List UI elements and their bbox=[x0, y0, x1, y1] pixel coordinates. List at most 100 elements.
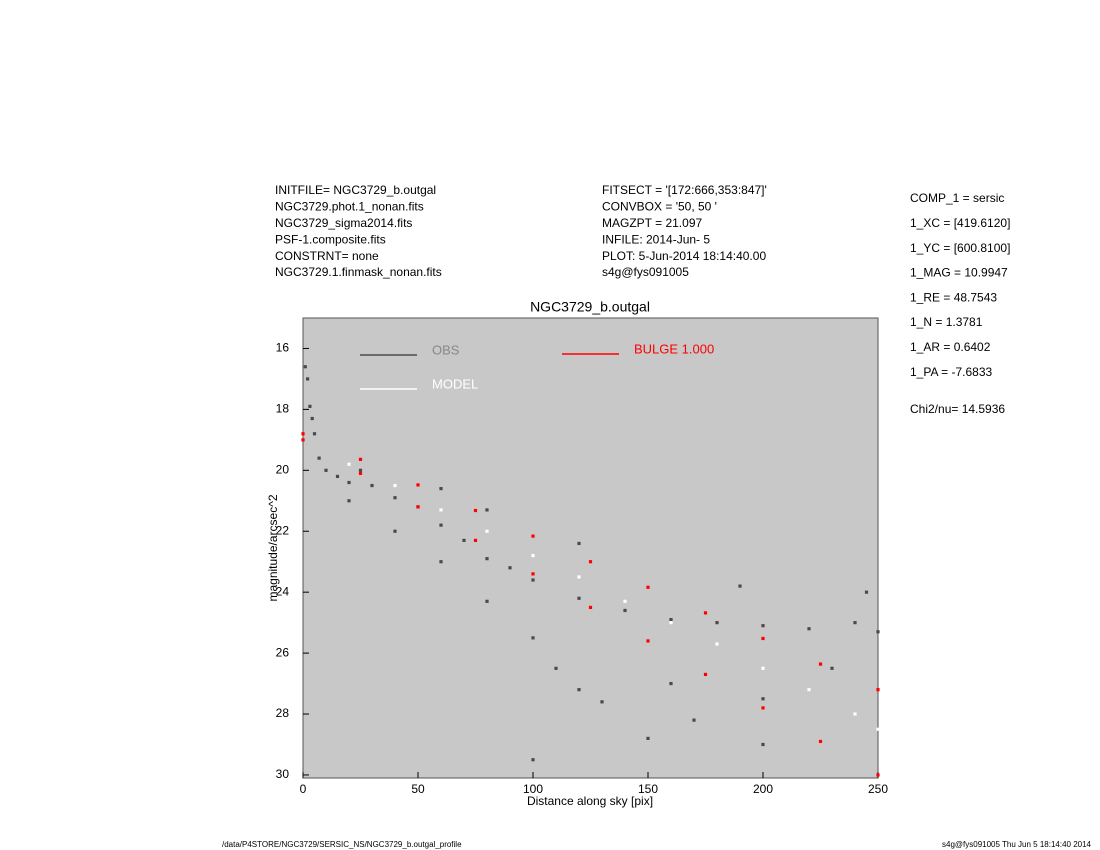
point bbox=[600, 700, 604, 704]
point bbox=[347, 462, 351, 466]
point bbox=[554, 666, 558, 670]
header-left-line: NGC3729_sigma2014.fits bbox=[275, 216, 412, 230]
header-left-line: INITFILE= NGC3729_b.outgal bbox=[275, 183, 436, 197]
plot-background bbox=[302, 317, 879, 779]
point bbox=[669, 621, 673, 625]
point bbox=[485, 599, 489, 603]
x-tick-label: 0 bbox=[300, 782, 307, 796]
x-tick-label: 50 bbox=[411, 782, 425, 796]
point bbox=[853, 621, 857, 625]
point bbox=[485, 529, 489, 533]
point bbox=[818, 662, 823, 666]
legend-label: OBS bbox=[432, 342, 460, 357]
header-right-line: 1_XC = [419.6120] bbox=[910, 216, 1010, 230]
header-left-line: NGC3729.phot.1_nonan.fits bbox=[275, 200, 424, 214]
point bbox=[818, 739, 823, 744]
point bbox=[317, 456, 321, 460]
legend-label: MODEL bbox=[432, 376, 478, 391]
point bbox=[531, 572, 535, 576]
point bbox=[669, 681, 673, 686]
header-right-line: 1_MAG = 10.9947 bbox=[910, 266, 1008, 280]
header-middle-line: FITSECT = '[172:666,353:847]' bbox=[602, 183, 767, 197]
x-axis-label: Distance along sky [pix] bbox=[527, 794, 653, 808]
point bbox=[876, 773, 880, 777]
point bbox=[347, 499, 351, 503]
point bbox=[853, 712, 857, 716]
header-middle-line: s4g@fys091005 bbox=[602, 265, 689, 279]
y-tick-label: 22 bbox=[276, 523, 290, 537]
header-middle-line: PLOT: 5-Jun-2014 18:14:40.00 bbox=[602, 249, 766, 263]
point bbox=[761, 706, 765, 710]
header-middle-line: INFILE: 2014-Jun- 5 bbox=[602, 232, 710, 246]
header-right-line: 1_N = 1.3781 bbox=[910, 315, 983, 329]
header-right-line: COMP_1 = sersic bbox=[910, 191, 1004, 205]
point bbox=[485, 508, 489, 512]
point bbox=[531, 636, 535, 640]
header-middle-line: CONVBOX = '50, 50 ' bbox=[602, 200, 717, 214]
header-left-line: NGC3729.1.finmask_nonan.fits bbox=[275, 265, 442, 279]
point bbox=[864, 590, 869, 594]
point bbox=[761, 624, 765, 628]
header-right-line: 1_PA = -7.6833 bbox=[910, 365, 993, 379]
point bbox=[312, 432, 317, 436]
y-tick-label: 24 bbox=[276, 584, 290, 598]
point bbox=[577, 596, 581, 600]
point bbox=[577, 541, 581, 546]
point bbox=[669, 617, 673, 622]
point bbox=[531, 758, 535, 762]
point bbox=[715, 621, 719, 625]
point bbox=[301, 438, 305, 442]
point bbox=[738, 584, 742, 588]
header-left-line: CONSTRNT= none bbox=[275, 249, 379, 263]
point bbox=[807, 688, 811, 692]
point bbox=[715, 642, 719, 646]
point bbox=[623, 599, 627, 603]
x-tick-label: 100 bbox=[523, 782, 543, 796]
point bbox=[358, 471, 363, 475]
chart-title: NGC3729_b.outgal bbox=[530, 299, 650, 315]
point bbox=[646, 736, 650, 740]
header-right-line: 1_AR = 0.6402 bbox=[910, 340, 991, 354]
legend-label: BULGE 1.000 bbox=[634, 341, 714, 356]
point bbox=[310, 416, 314, 421]
point bbox=[370, 483, 374, 488]
point bbox=[876, 727, 880, 731]
point bbox=[462, 538, 466, 542]
point bbox=[623, 608, 627, 613]
point bbox=[416, 505, 420, 509]
point bbox=[692, 718, 696, 722]
point bbox=[508, 566, 512, 570]
y-tick-label: 26 bbox=[276, 645, 290, 659]
point bbox=[761, 697, 765, 701]
header-left-line: PSF-1.composite.fits bbox=[275, 232, 386, 246]
point bbox=[646, 585, 650, 589]
x-tick-label: 200 bbox=[753, 782, 773, 796]
header-right-line: 1_RE = 48.7543 bbox=[910, 290, 997, 304]
point bbox=[588, 605, 593, 610]
point bbox=[416, 483, 420, 487]
point bbox=[303, 365, 307, 369]
point bbox=[577, 688, 581, 692]
point bbox=[393, 529, 397, 533]
data-points bbox=[301, 365, 880, 777]
point bbox=[301, 432, 305, 436]
point bbox=[646, 639, 650, 643]
point bbox=[876, 630, 880, 634]
point bbox=[577, 575, 581, 579]
point bbox=[393, 496, 397, 500]
point bbox=[306, 377, 310, 381]
footer-path: /data/P4STORE/NGC3729/SERSIC_NS/NGC3729_… bbox=[222, 840, 462, 849]
point bbox=[703, 611, 708, 615]
x-tick-label: 250 bbox=[868, 782, 888, 796]
footer-stamp: s4g@fys091005 Thu Jun 5 18:14:40 2014 bbox=[942, 840, 1092, 849]
point bbox=[358, 468, 363, 472]
point bbox=[439, 523, 443, 527]
point bbox=[531, 554, 535, 558]
point bbox=[588, 560, 593, 564]
point bbox=[358, 457, 363, 461]
point bbox=[807, 627, 811, 631]
y-tick-label: 20 bbox=[276, 462, 290, 476]
y-tick-label: 16 bbox=[276, 341, 290, 355]
point bbox=[876, 688, 880, 692]
point bbox=[830, 666, 834, 670]
